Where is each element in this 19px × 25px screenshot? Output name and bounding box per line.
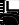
Point — [7, 6, 8, 7]
Point — [10, 4, 11, 5]
Text: FIG. 1: FIG. 1 — [0, 12, 19, 25]
Text: R² = 0.9994: R² = 0.9994 — [10, 6, 19, 25]
Point — [4, 9, 5, 10]
Text: FIG. 2: FIG. 2 — [0, 23, 19, 25]
Text: y = 0.0048x + 1.4098: y = 0.0048x + 1.4098 — [4, 2, 19, 25]
Point — [14, 2, 15, 3]
Text: y = 0.0047x + 1.4062: y = 0.0047x + 1.4062 — [9, 5, 19, 25]
Point — [5, 8, 6, 9]
Point — [13, 17, 14, 18]
Text: R² = 0.999: R² = 0.999 — [5, 3, 19, 25]
Text: FIG. 1: FIG. 1 — [0, 12, 19, 25]
Point — [13, 19, 14, 20]
